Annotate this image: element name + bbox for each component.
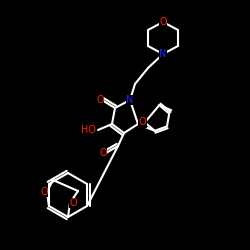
Text: O: O [139,118,146,128]
Text: O: O [96,95,104,105]
Text: N: N [126,95,134,105]
Text: O: O [40,187,48,197]
Text: N: N [159,49,167,59]
Text: O: O [69,198,77,208]
Text: HO: HO [81,125,96,135]
Text: O: O [99,148,107,158]
Text: O: O [159,17,167,27]
